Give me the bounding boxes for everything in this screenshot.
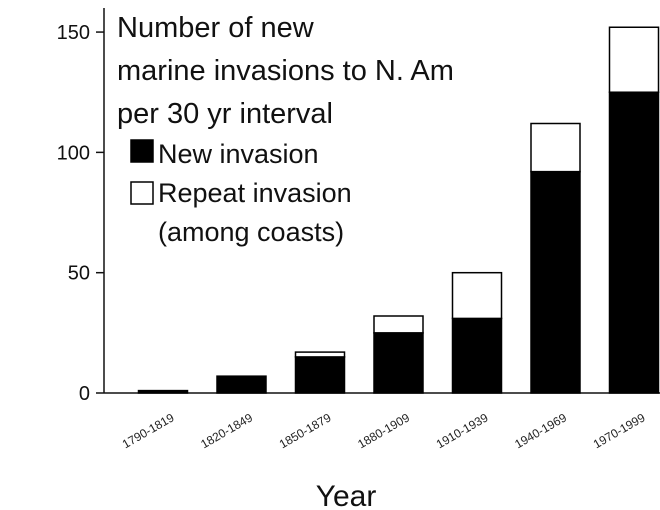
x-tick-label-1970-1999: 1970-1999 <box>591 410 648 451</box>
y-tick-label-150: 150 <box>57 22 90 44</box>
bar-repeat-invasion-among-coasts-1880-1909 <box>373 315 424 334</box>
bar-repeat-invasion-among-coasts-1850-1879 <box>294 351 346 358</box>
bar-new-invasion-1790-1819 <box>137 389 189 394</box>
bar-series-group <box>137 26 660 394</box>
y-tick-label-0: 0 <box>79 383 90 405</box>
bar-repeat-invasion-among-coasts-1940-1969 <box>530 122 581 173</box>
bar-new-invasion-1850-1879 <box>294 356 346 394</box>
bar-new-invasion-1880-1909 <box>373 332 424 394</box>
bar-repeat-invasion-among-coasts-1970-1999 <box>608 26 660 93</box>
x-tick-label-1820-1849: 1820-1849 <box>198 410 255 451</box>
legend-label-new-invasion: New invasion <box>158 139 319 169</box>
chart-legend: New invasion Repeat invasion (among coas… <box>130 139 352 247</box>
x-tick-label-1850-1879: 1850-1879 <box>277 410 334 451</box>
y-axis-ticks: 0 50 100 150 <box>57 22 104 405</box>
x-axis-title: Year <box>316 480 377 510</box>
chart-title-line-3: per 30 yr interval <box>117 98 333 130</box>
bar-new-invasion-1970-1999 <box>608 91 660 394</box>
chart-title-line-2: marine invasions to N. Am <box>117 55 454 87</box>
x-axis-category-labels: 1790-1819 1820-1849 1850-1879 1880-1909 1910… <box>120 410 648 451</box>
bar-new-invasion-1940-1969 <box>530 170 581 394</box>
bar-repeat-invasion-among-coasts-1910-1939 <box>451 271 503 320</box>
x-tick-label-1790-1819: 1790-1819 <box>120 410 177 451</box>
chart-title: Number of new marine invasions to N. Am … <box>117 12 454 130</box>
x-tick-label-1910-1939: 1910-1939 <box>434 410 491 451</box>
bar-new-invasion-1910-1939 <box>451 317 503 394</box>
legend-label-repeat-invasion-line-2: (among coasts) <box>158 217 344 247</box>
legend-swatch-new-invasion <box>130 139 154 163</box>
bar-new-invasion-1820-1849 <box>216 375 267 394</box>
x-tick-label-1880-1909: 1880-1909 <box>355 410 412 451</box>
legend-label-repeat-invasion-line-1: Repeat invasion <box>158 178 352 208</box>
legend-swatch-repeat-invasion <box>130 181 154 205</box>
x-tick-label-1940-1969: 1940-1969 <box>512 410 569 451</box>
chart-title-line-1: Number of new <box>117 12 315 44</box>
y-tick-label-100: 100 <box>57 142 90 164</box>
y-tick-label-50: 50 <box>68 263 90 285</box>
